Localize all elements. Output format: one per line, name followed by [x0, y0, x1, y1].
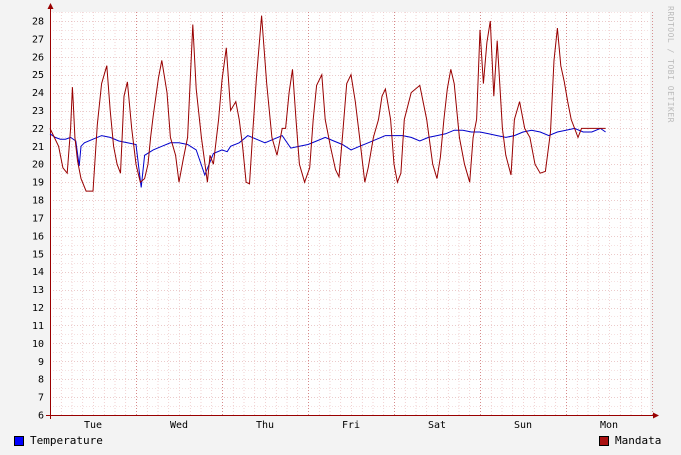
x-tick-label: Tue — [84, 420, 102, 431]
series-line-temperature — [49, 127, 606, 188]
x-tick-label: Wed — [170, 420, 188, 431]
y-tick-label: 24 — [32, 88, 44, 99]
legend-mandata-label: Mandata — [615, 434, 662, 447]
x-tick-label: Thu — [256, 420, 274, 431]
x-tick-label: Sat — [428, 420, 446, 431]
y-tick-label: 25 — [32, 70, 44, 81]
temperature-swatch — [14, 435, 24, 446]
x-axis-arrow — [653, 412, 659, 419]
y-tick-label: 22 — [32, 124, 44, 135]
y-tick-label: 7 — [38, 393, 44, 404]
y-tick-label: 27 — [32, 34, 44, 45]
plot-area — [50, 12, 650, 415]
y-tick-label: 19 — [32, 178, 44, 189]
y-tick-label: 21 — [32, 142, 44, 153]
y-tick-label: 14 — [32, 267, 44, 278]
rrdtool-watermark: RRDTOOL / TOBI OETIKER — [666, 6, 675, 123]
y-tick-label: 10 — [32, 339, 44, 350]
y-tick-label: 6 — [38, 411, 44, 422]
y-tick-label: 18 — [32, 196, 44, 207]
x-tick-label: Sun — [514, 420, 532, 431]
legend-mandata: Mandata — [599, 434, 661, 447]
y-tick-label: 17 — [32, 213, 44, 224]
series-line-mandata — [49, 15, 606, 192]
y-tick-label: 11 — [32, 321, 44, 332]
y-tick-label: 15 — [32, 249, 44, 260]
y-tick-label: 23 — [32, 106, 44, 117]
y-tick-label: 28 — [32, 16, 44, 27]
y-tick-label: 16 — [32, 231, 44, 242]
y-tick-label: 13 — [32, 285, 44, 296]
x-tick-label: Fri — [342, 420, 360, 431]
mandata-swatch — [599, 435, 609, 446]
y-tick-label: 12 — [32, 303, 44, 314]
y-tick-label: 26 — [32, 52, 44, 63]
y-tick-label: 20 — [32, 160, 44, 171]
y-tick-label: 9 — [38, 357, 44, 368]
legend-temperature: Temperature — [14, 434, 103, 447]
y-tick-label: 8 — [38, 375, 44, 386]
x-tick-label: Mon — [600, 420, 618, 431]
legend-temperature-label: Temperature — [30, 434, 103, 447]
y-axis-arrow — [47, 3, 54, 9]
